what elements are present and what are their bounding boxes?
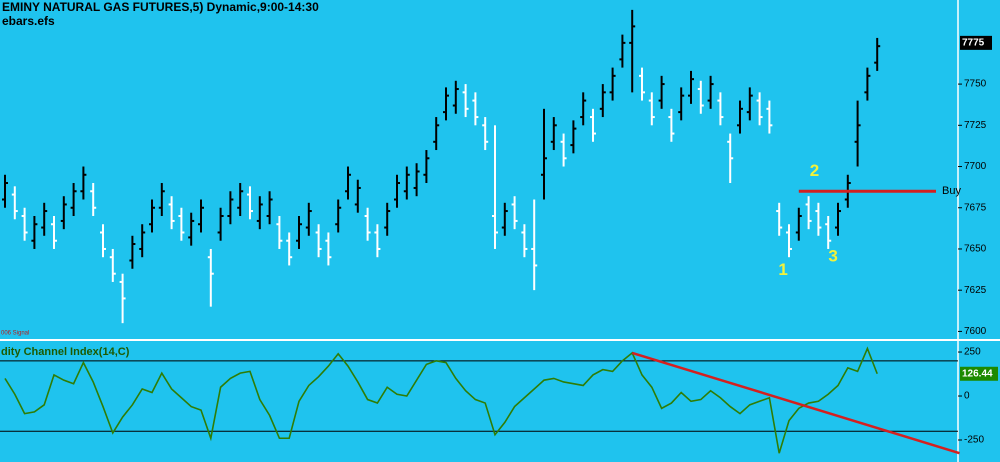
trendline: [631, 351, 960, 455]
indicator-line: [4, 346, 878, 454]
y-tick-label: 7700: [964, 161, 987, 172]
y-tick-label: 7625: [964, 285, 987, 296]
y-tick-label: -250: [964, 435, 984, 446]
y-tick-label: 7600: [964, 326, 987, 337]
y-tick-label: 0: [964, 391, 970, 402]
y-tick-label: 7725: [964, 120, 987, 131]
y-tick-label: 7750: [964, 79, 987, 90]
indicator-title: dity Channel Index(14,C): [1, 346, 130, 358]
annotation: 2: [810, 161, 819, 180]
annotation: 1: [778, 260, 787, 279]
signal-label: 006 Signal: [1, 331, 29, 337]
last-value-label: 7775: [962, 38, 985, 49]
last-value-box: [960, 366, 998, 381]
y-tick-label: 7650: [964, 244, 987, 255]
last-value-box: [960, 35, 992, 50]
chart-subtitle: ebars.efs: [2, 14, 55, 28]
buy-label: Buy: [942, 185, 961, 197]
chart-title: EMINY NATURAL GAS FUTURES,5) Dynamic,9:0…: [2, 0, 319, 14]
last-value-label: 126.44: [962, 368, 993, 379]
y-tick-label: 250: [964, 347, 981, 358]
y-tick-label: 7675: [964, 202, 987, 213]
annotation: 3: [828, 247, 837, 266]
